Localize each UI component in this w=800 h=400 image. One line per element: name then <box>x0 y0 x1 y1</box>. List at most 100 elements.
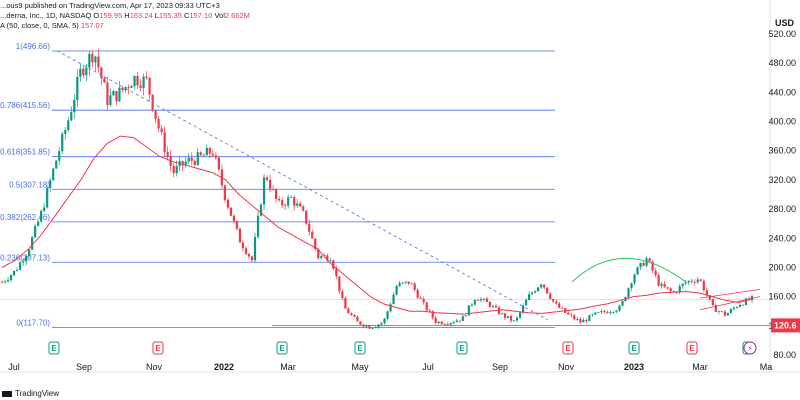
candle-body <box>172 165 175 174</box>
earnings-marker-label: E <box>565 344 571 353</box>
candle-body <box>217 157 220 170</box>
candle-body <box>407 281 410 284</box>
earnings-marker[interactable] <box>628 341 640 355</box>
candle-body <box>371 328 374 329</box>
earnings-marker[interactable] <box>354 341 366 355</box>
tradingview-logo-icon <box>2 390 12 397</box>
earnings-marker-label: E <box>689 344 695 353</box>
candle-body <box>732 307 736 310</box>
candle-body <box>531 292 534 295</box>
candle-body <box>717 311 720 313</box>
candle-body <box>494 305 498 308</box>
fib-level-label: 1(496.66) <box>16 42 51 51</box>
candle-body <box>452 322 455 323</box>
candle-body <box>356 316 359 322</box>
candle-body <box>606 312 609 314</box>
candle-body <box>455 320 458 323</box>
candle-body <box>148 77 151 95</box>
candle-body <box>296 203 299 206</box>
candle-body <box>609 312 612 314</box>
earnings-marker[interactable] <box>152 341 164 355</box>
candle-body <box>127 86 130 88</box>
candle-body <box>579 318 582 323</box>
candle-body <box>524 299 528 306</box>
candle-body <box>642 262 645 266</box>
low-label: L <box>154 11 159 20</box>
candle-body <box>615 310 618 313</box>
candle-body <box>37 221 40 226</box>
time-tick-label: Mar <box>280 362 296 372</box>
symbol-ohlc-row: ...derna, Inc., 1D, NASDAQ O159.95 H163.… <box>0 11 250 20</box>
channel-line-upper <box>699 288 761 299</box>
candle-body <box>317 249 320 259</box>
candle-body <box>34 225 37 238</box>
candle-body <box>482 298 486 300</box>
candle-body <box>506 316 510 318</box>
candle-body <box>223 185 226 200</box>
candle-body <box>512 320 516 322</box>
candle-body <box>470 304 473 306</box>
candle-body <box>109 95 112 105</box>
candle-body <box>238 228 242 243</box>
candle-body <box>241 242 245 249</box>
candle-body <box>467 305 470 316</box>
moving-average-legend[interactable]: A (50, close, 0, SMA, 5) 157.07 <box>0 21 104 30</box>
dividend-split-marker[interactable] <box>743 341 757 355</box>
candle-body <box>281 200 284 206</box>
candle-body <box>537 287 540 292</box>
candle-body <box>464 315 467 317</box>
brand-name: TradingView <box>15 389 60 398</box>
earnings-marker[interactable] <box>562 341 574 355</box>
candle-body <box>40 210 43 222</box>
candle-body <box>43 207 46 211</box>
candle-body <box>314 238 317 250</box>
candle-body <box>106 82 109 105</box>
time-tick-label: 2023 <box>624 362 644 372</box>
candle-body <box>88 53 91 68</box>
high-value: 163.24 <box>129 11 153 20</box>
candle-body <box>648 258 651 262</box>
time-tick-label: Sep <box>76 362 92 372</box>
candle-body <box>389 304 392 312</box>
earnings-marker[interactable] <box>456 341 468 355</box>
earnings-marker-label: E <box>51 344 57 353</box>
split-icon: ⚡ <box>747 344 753 353</box>
earnings-marker[interactable] <box>276 341 288 355</box>
candle-body <box>58 151 61 161</box>
candle-body <box>582 319 585 323</box>
candle-body <box>335 268 338 277</box>
candle-body <box>419 297 422 299</box>
candle-body <box>181 161 184 166</box>
candle-body <box>193 160 196 165</box>
candle-body <box>79 68 82 77</box>
candle-body <box>70 112 73 121</box>
candle-body <box>91 53 94 63</box>
candle-body <box>302 206 305 211</box>
candle-body <box>157 118 160 129</box>
candle-body <box>247 253 251 257</box>
candle-body <box>268 180 272 189</box>
candle-body <box>85 67 88 76</box>
candle-body <box>744 298 748 305</box>
candle-body <box>262 177 266 205</box>
candle-body <box>449 322 452 325</box>
candle-body <box>491 305 495 307</box>
candle-body <box>73 99 76 113</box>
earnings-marker[interactable] <box>686 341 698 355</box>
candle-body <box>555 301 558 304</box>
earnings-marker[interactable] <box>48 341 60 355</box>
candle-body <box>24 255 28 262</box>
ma-value: 157.07 <box>80 21 104 30</box>
candle-body <box>196 152 199 165</box>
candle-body <box>561 307 564 309</box>
candle-body <box>633 274 636 284</box>
candle-body <box>253 236 257 261</box>
candle-body <box>702 280 705 291</box>
candle-body <box>588 315 591 322</box>
candle-body <box>94 56 97 63</box>
earnings-marker-label: E <box>459 344 465 353</box>
candle-body <box>500 313 504 315</box>
candle-body <box>274 189 278 199</box>
fib-level-label: 0.618(351.85) <box>0 148 50 157</box>
